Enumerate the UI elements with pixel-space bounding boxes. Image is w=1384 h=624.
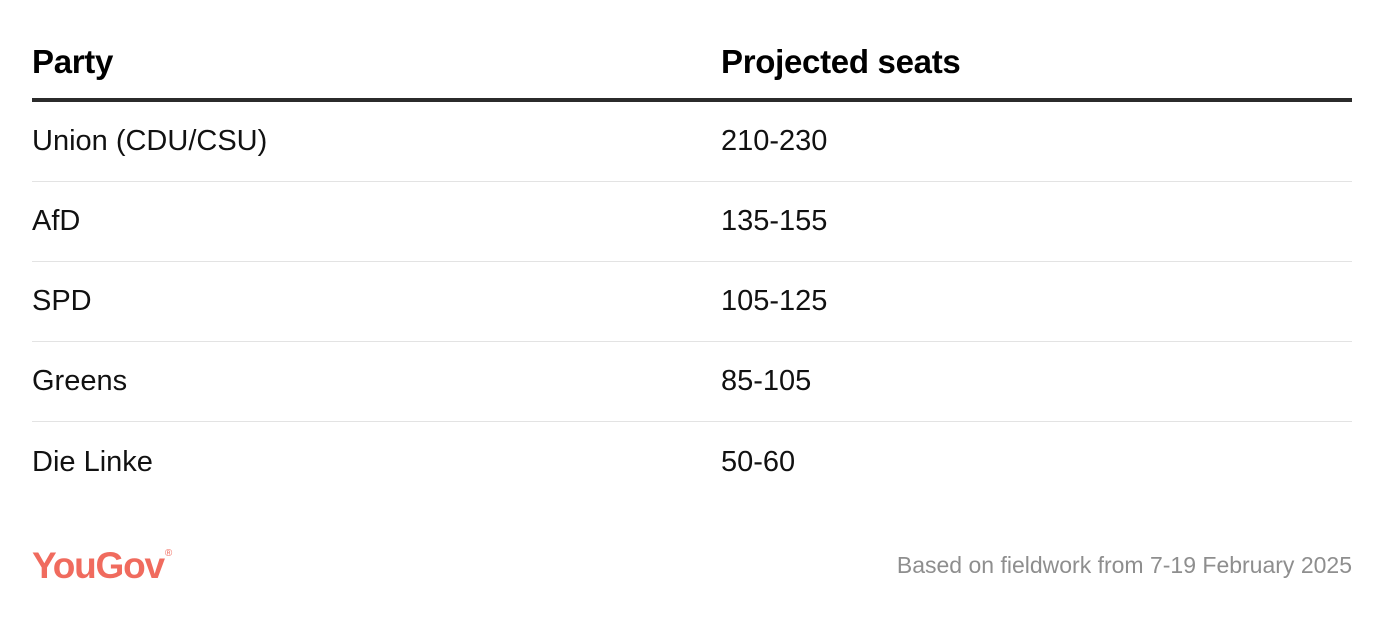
party-cell: AfD xyxy=(32,205,81,237)
seats-cell: 50-60 xyxy=(721,445,796,478)
party-cell: SPD xyxy=(32,285,92,317)
yougov-logo: YouGov ® xyxy=(32,547,172,584)
column-header-party: Party xyxy=(32,43,114,80)
seats-cell: 135-155 xyxy=(721,205,828,237)
seats-cell: 105-125 xyxy=(721,285,828,317)
table-row: Union (CDU/CSU) 210-230 xyxy=(32,102,1352,182)
table-header-row: Party Projected seats xyxy=(32,26,1352,102)
party-cell: Union (CDU/CSU) xyxy=(32,125,268,157)
seats-cell: 85-105 xyxy=(721,365,812,397)
party-cell: Die Linke xyxy=(32,445,153,478)
chart-footer: YouGov ® Based on fieldwork from 7-19 Fe… xyxy=(32,540,1352,590)
logo-wordmark: YouGov xyxy=(32,544,165,586)
table-body: Union (CDU/CSU) 210-230 AfD 135-155 SPD … xyxy=(32,102,1352,502)
registered-mark: ® xyxy=(164,547,173,559)
table-row: Greens 85-105 xyxy=(32,342,1352,422)
table-row: AfD 135-155 xyxy=(32,182,1352,262)
table-row: Die Linke 50-60 xyxy=(32,422,1352,502)
party-cell: Greens xyxy=(32,365,128,397)
fieldwork-note: Based on fieldwork from 7-19 February 20… xyxy=(896,551,1352,578)
table-row: SPD 105-125 xyxy=(32,262,1352,342)
seats-cell: 210-230 xyxy=(721,125,828,157)
column-header-projected-seats: Projected seats xyxy=(721,43,961,80)
seat-projection-table: Party Projected seats Union (CDU/CSU) 21… xyxy=(32,26,1352,502)
